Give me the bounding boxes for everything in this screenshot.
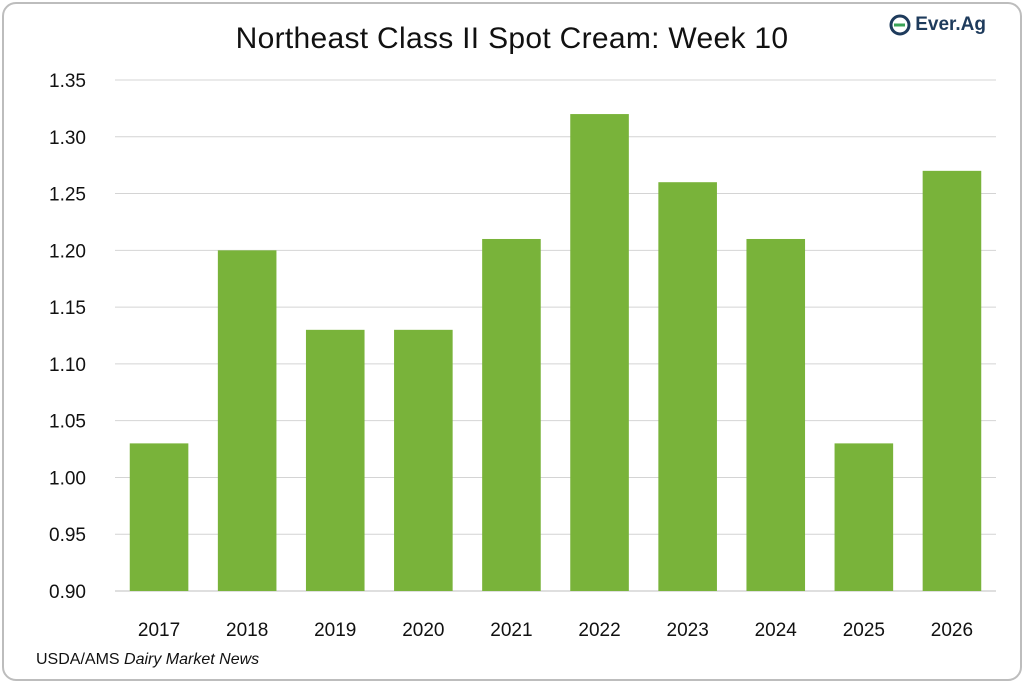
source-prefix: USDA/AMS bbox=[36, 651, 125, 668]
bar-2025 bbox=[834, 443, 894, 591]
bar-2023 bbox=[658, 182, 717, 591]
y-tick-label: 0.95 bbox=[49, 525, 86, 546]
x-tick-label: 2024 bbox=[755, 620, 798, 641]
x-tick-label: 2026 bbox=[931, 620, 973, 641]
chart-title: Northeast Class II Spot Cream: Week 10 bbox=[235, 22, 789, 55]
x-tick-label: 2017 bbox=[138, 620, 180, 641]
y-tick-label: 1.30 bbox=[49, 128, 86, 149]
x-axis-ticks: 2017 2018 2019 2020 2021 2022 2023 2024 2025 2026 bbox=[138, 620, 973, 641]
y-tick-label: 1.00 bbox=[49, 468, 86, 489]
x-tick-label: 2018 bbox=[226, 620, 268, 641]
bar-2022 bbox=[570, 114, 629, 592]
y-tick-label: 1.25 bbox=[49, 185, 86, 206]
bar-2020 bbox=[394, 329, 453, 591]
bar-2017 bbox=[129, 443, 189, 591]
bars bbox=[129, 114, 982, 592]
x-tick-label: 2023 bbox=[667, 620, 709, 641]
ever-ag-logo: Ever.Ag bbox=[889, 14, 986, 36]
y-tick-label: 1.20 bbox=[49, 241, 86, 262]
source-italic: Dairy Market News bbox=[124, 651, 260, 668]
x-tick-label: 2025 bbox=[843, 620, 885, 641]
bar-2026 bbox=[922, 170, 982, 591]
x-tick-label: 2020 bbox=[402, 620, 444, 641]
y-tick-label: 1.35 bbox=[49, 71, 86, 92]
ever-ag-logo-icon bbox=[889, 14, 911, 36]
bar-2024 bbox=[746, 238, 806, 591]
y-axis-ticks: 0.90 0.95 1.00 1.05 1.10 1.15 1.20 1.25 1.30 1.35 bbox=[49, 71, 86, 603]
x-tick-label: 2022 bbox=[578, 620, 620, 641]
x-tick-label: 2019 bbox=[314, 620, 356, 641]
y-tick-label: 0.90 bbox=[49, 582, 86, 603]
y-tick-label: 1.10 bbox=[49, 355, 86, 376]
x-tick-label: 2021 bbox=[490, 620, 532, 641]
bar-2018 bbox=[217, 250, 277, 592]
ever-ag-logo-text: Ever.Ag bbox=[915, 14, 986, 35]
y-tick-label: 1.15 bbox=[49, 298, 86, 319]
source-note: USDA/AMS Dairy Market News bbox=[36, 651, 259, 669]
y-tick-label: 1.05 bbox=[49, 412, 86, 433]
bar-2021 bbox=[482, 238, 541, 591]
bar-2019 bbox=[305, 329, 365, 591]
